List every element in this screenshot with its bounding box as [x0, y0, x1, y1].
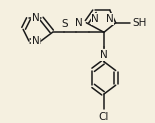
Text: S: S: [61, 19, 68, 29]
Text: N: N: [100, 50, 108, 60]
Text: SH: SH: [133, 18, 147, 28]
Text: N: N: [106, 14, 114, 24]
Text: N: N: [31, 13, 39, 23]
Text: N: N: [31, 36, 39, 46]
Text: N: N: [75, 18, 83, 28]
Text: N: N: [91, 14, 99, 24]
Text: Cl: Cl: [99, 112, 109, 122]
